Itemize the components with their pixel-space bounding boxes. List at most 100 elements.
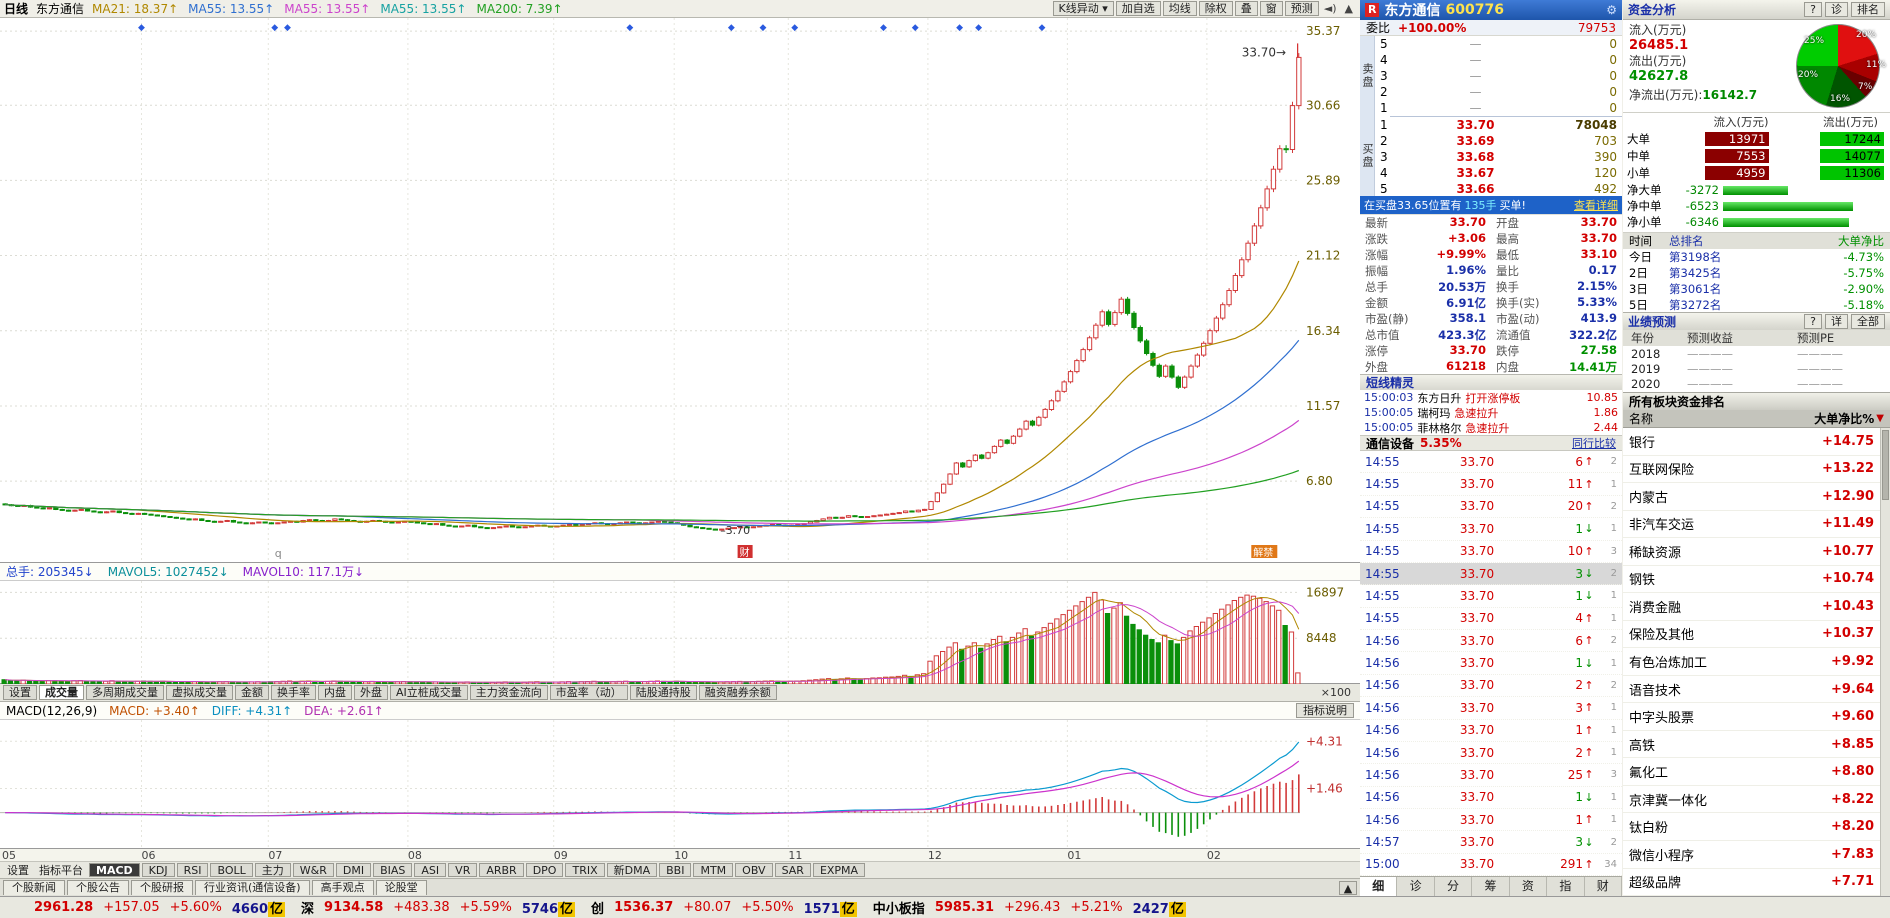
tick-row[interactable]: 14:55 33.70 6 ↑ 2 [1360, 451, 1622, 474]
sector-row[interactable]: 钢铁 +10.74 [1623, 566, 1890, 594]
indicator-tab[interactable]: SAR [774, 863, 811, 877]
notice-detail-link[interactable]: 查看详细 [1574, 199, 1618, 212]
peer-compare-link[interactable]: 同行比较 [1572, 437, 1616, 450]
fund-header-button[interactable]: ? [1804, 2, 1822, 17]
tick-row[interactable]: 14:56 33.70 1 ↓ 1 [1360, 652, 1622, 675]
tick-row[interactable]: 14:55 33.70 3 ↓ 2 [1360, 562, 1622, 586]
tick-row[interactable]: 14:55 33.70 11 ↑ 1 [1360, 473, 1622, 496]
macd-chart[interactable]: +4.31 +1.46 [0, 720, 1360, 849]
sector-value-col[interactable]: 大单净比% [1814, 412, 1875, 426]
macd-pane[interactable]: +4.31 +1.46 [0, 720, 1360, 849]
quote-mini-tab[interactable]: 筹 [1472, 877, 1510, 896]
speaker-icon[interactable]: ◄) [1323, 2, 1337, 15]
indicator-tab[interactable]: ASI [414, 863, 447, 877]
indicator-menu-item[interactable]: 指标平台 [39, 864, 83, 877]
indicator-tab[interactable]: DPO [525, 863, 564, 877]
volume-tab[interactable]: 换手率 [271, 685, 316, 700]
tick-row[interactable]: 14:56 33.70 1 ↑ 1 [1360, 720, 1622, 742]
sell-row[interactable]: 3 — 0 [1375, 68, 1622, 84]
volume-tab[interactable]: 主力资金流向 [469, 685, 548, 700]
candlestick-chart[interactable]: 35.37 30.66 25.89 21.12 16.34 11.57 6.80 ◆ ◆ ◆ ◆ ◆ ◆… [0, 18, 1360, 563]
volume-tab[interactable]: 金额 [235, 685, 269, 700]
chart-toolbar-button[interactable]: 叠 [1234, 1, 1258, 16]
indicator-tab[interactable]: 主力 [254, 863, 291, 877]
tick-row[interactable]: 14:56 33.70 1 ↑ 1 [1360, 809, 1622, 832]
volume-chart[interactable]: 16897 8448 [0, 581, 1360, 685]
sort-down-icon[interactable]: ▼ [1876, 413, 1884, 424]
tick-row[interactable]: 14:56 33.70 2 ↑ 2 [1360, 675, 1622, 698]
news-tab[interactable]: 高手观点 [311, 880, 374, 895]
sector-row[interactable]: 保险及其他 +10.37 [1623, 621, 1890, 649]
sector-row[interactable]: 超级品牌 +7.71 [1623, 869, 1890, 897]
volume-tab[interactable]: 内盘 [318, 685, 352, 700]
sprite-row[interactable]: 15:00:05 瑞柯玛 急速拉升 1.86 [1360, 405, 1622, 420]
buy-row[interactable]: 2 33.69 703 [1375, 133, 1622, 149]
indicator-tab[interactable]: 新DMA [606, 863, 658, 877]
tick-row[interactable]: 14:55 33.70 1 ↓ 1 [1360, 518, 1622, 541]
tick-row[interactable]: 14:55 33.70 10 ↑ 3 [1360, 541, 1622, 563]
indicator-tab[interactable]: BIAS [373, 863, 413, 877]
sell-row[interactable]: 4 — 0 [1375, 52, 1622, 68]
tick-row[interactable]: 14:56 33.70 1 ↓ 1 [1360, 787, 1622, 809]
indicator-tab[interactable]: TRIX [565, 863, 605, 877]
quote-mini-tab[interactable]: 财 [1585, 877, 1622, 896]
buy-row[interactable]: 5 33.66 492 [1375, 181, 1622, 197]
news-tab[interactable]: 个股研报 [131, 880, 193, 895]
indicator-tab[interactable]: KDJ [141, 863, 175, 877]
volume-tab[interactable]: 市盈率（动） [549, 685, 628, 700]
sector-row[interactable]: 中字头股票 +9.60 [1623, 703, 1890, 731]
indicator-tab[interactable]: DMI [335, 863, 372, 877]
sector-row[interactable]: 消费金融 +10.43 [1623, 593, 1890, 621]
indicator-tab[interactable]: EXPMA [812, 863, 866, 877]
chart-toolbar-button[interactable]: 预测 [1284, 1, 1319, 16]
forecast-button[interactable]: 详 [1825, 314, 1848, 329]
indicator-tab[interactable]: RSI [176, 863, 209, 877]
index-quote-group[interactable]: 创 1536.37 +80.07 +5.50% 1571 亿 [591, 898, 857, 917]
volume-tab[interactable]: 融资融券余额 [698, 685, 777, 700]
price-pane[interactable]: 35.37 30.66 25.89 21.12 16.34 11.57 6.80 ◆ ◆ ◆ ◆ ◆ ◆… [0, 18, 1360, 563]
indicator-tab[interactable]: VR [448, 863, 478, 877]
tick-row[interactable]: 14:55 33.70 20 ↑ 2 [1360, 496, 1622, 519]
chart-toolbar-button[interactable]: 窗 [1259, 1, 1283, 16]
volume-tab[interactable]: 外盘 [354, 685, 388, 700]
indicator-tab[interactable]: OBV [735, 863, 773, 877]
indicator-menu-item[interactable]: 设置 [7, 864, 29, 877]
news-tab[interactable]: 个股新闻 [3, 880, 65, 895]
tick-row[interactable]: 14:56 33.70 6 ↑ 2 [1360, 630, 1622, 653]
sprite-row[interactable]: 15:00:05 菲林格尔 急速拉升 2.44 [1360, 420, 1622, 435]
sprite-row[interactable]: 15:00:03 东方日升 打开涨停板 10.85 [1360, 390, 1622, 405]
sector-row[interactable]: 语音技术 +9.64 [1623, 676, 1890, 704]
sell-row[interactable]: 2 — 0 [1375, 84, 1622, 100]
volume-pane[interactable]: 16897 8448 [0, 581, 1360, 685]
tick-row[interactable]: 14:55 33.70 4 ↑ 1 [1360, 608, 1622, 630]
news-tab[interactable]: 个股公告 [67, 880, 129, 895]
tick-row[interactable]: 14:56 33.70 3 ↑ 1 [1360, 697, 1622, 720]
sector-row[interactable]: 高铁 +8.85 [1623, 731, 1890, 759]
period-tab[interactable]: 日线 [4, 2, 29, 16]
indicator-tab[interactable]: BOLL [210, 863, 253, 877]
sector-row[interactable]: 氟化工 +8.80 [1623, 758, 1890, 786]
collapse-up-icon[interactable]: ▲ [1339, 880, 1357, 895]
index-quote-group[interactable]: 2961.28 +157.05 +5.60% 4660 亿 [34, 898, 286, 917]
settings-button[interactable]: 设置 [3, 685, 37, 700]
collapse-up-icon[interactable]: ▲ [1344, 2, 1353, 15]
chart-toolbar-button[interactable]: 加自选 [1115, 1, 1161, 16]
buy-row[interactable]: 4 33.67 120 [1375, 165, 1622, 181]
tick-row[interactable]: 14:56 33.70 25 ↑ 3 [1360, 764, 1622, 787]
tick-row[interactable]: 14:56 33.70 2 ↑ 1 [1360, 742, 1622, 765]
sector-row[interactable]: 互联网保险 +13.22 [1623, 456, 1890, 484]
sector-name-col[interactable]: 名称 [1629, 412, 1654, 426]
quote-mini-tab[interactable]: 细 [1360, 877, 1398, 896]
sell-row[interactable]: 5 — 0 [1375, 36, 1622, 52]
volume-tab[interactable]: 多周期成交量 [86, 685, 164, 700]
industry-name[interactable]: 通信设备 [1366, 436, 1415, 451]
sector-row[interactable]: 非汽车交运 +11.49 [1623, 511, 1890, 539]
sector-row[interactable]: 稀缺资源 +10.77 [1623, 538, 1890, 566]
sprite-section-title[interactable]: 短线精灵 [1360, 374, 1622, 390]
quote-mini-tab[interactable]: 指 [1547, 877, 1585, 896]
buy-row[interactable]: 3 33.68 390 [1375, 149, 1622, 165]
index-quote-group[interactable]: 深 9134.58 +483.38 +5.59% 5746 亿 [301, 898, 576, 917]
news-tab[interactable]: 论股堂 [375, 880, 427, 895]
volume-tab[interactable]: 陆股通持股 [629, 685, 697, 700]
forecast-button[interactable]: 全部 [1851, 314, 1885, 329]
